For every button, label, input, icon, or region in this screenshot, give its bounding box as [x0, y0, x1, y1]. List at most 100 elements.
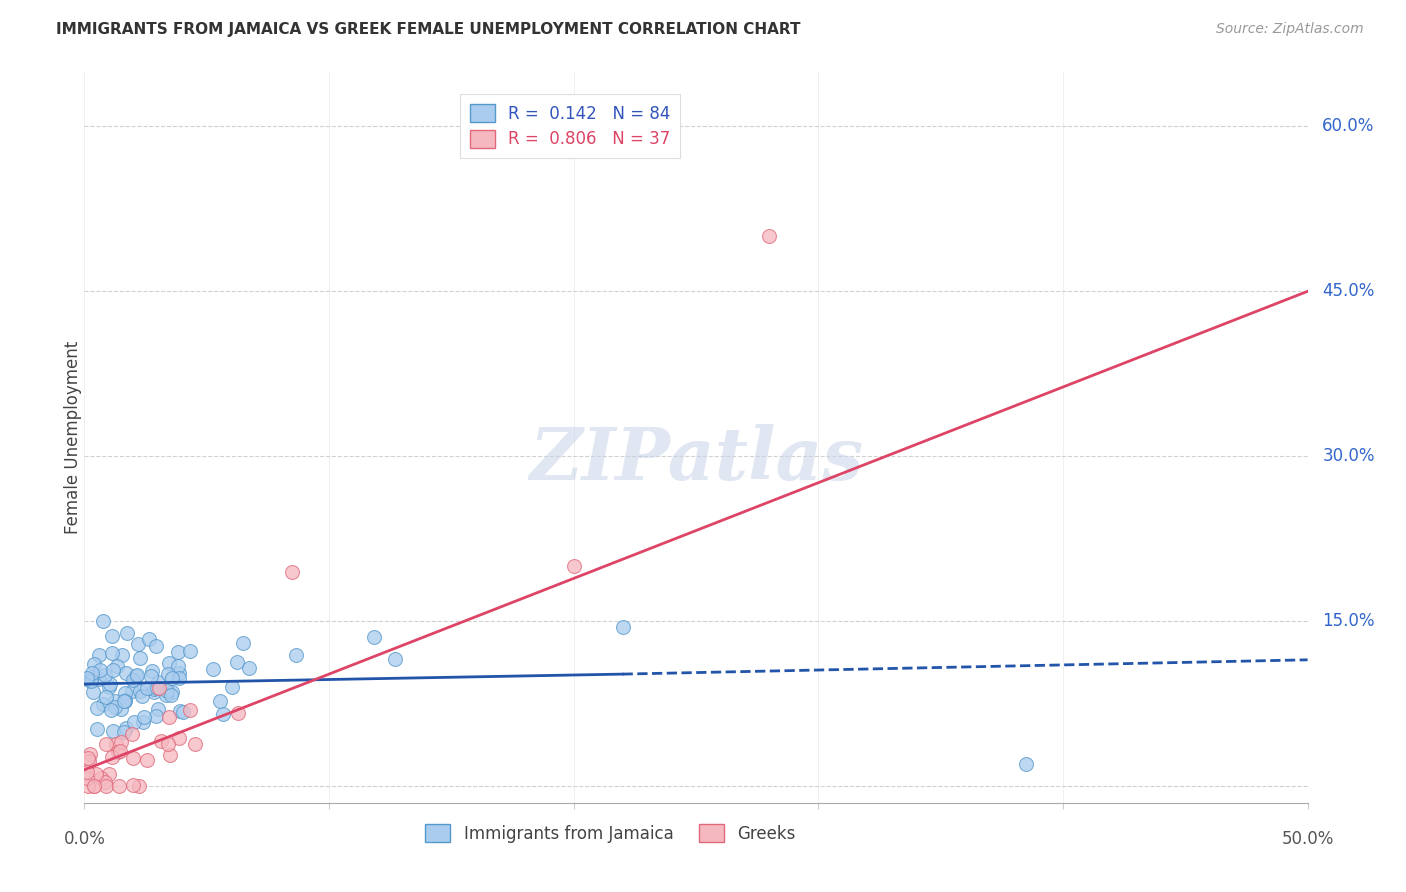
- Point: [104, 694, 127, 708]
- Legend: Immigrants from Jamaica, Greeks: Immigrants from Jamaica, Greeks: [419, 818, 801, 849]
- Text: ZIPatlas: ZIPatlas: [529, 424, 863, 494]
- Point: [101, 724, 124, 739]
- Point: [143, 681, 166, 696]
- Point: [112, 725, 135, 739]
- Point: [121, 779, 143, 793]
- Point: [167, 672, 190, 686]
- Point: [135, 681, 157, 695]
- Point: [101, 629, 124, 643]
- Point: [94, 690, 117, 704]
- Point: [105, 659, 128, 673]
- Point: [226, 706, 249, 721]
- Point: [155, 689, 177, 703]
- Point: [124, 669, 146, 683]
- Point: [87, 648, 110, 663]
- Point: [136, 753, 159, 767]
- Point: [159, 688, 181, 702]
- Point: [94, 668, 117, 682]
- Point: [77, 673, 100, 687]
- Point: [612, 620, 634, 634]
- Point: [112, 694, 135, 708]
- Point: [76, 671, 98, 685]
- Point: [83, 780, 105, 794]
- Text: 15.0%: 15.0%: [1322, 612, 1375, 631]
- Point: [142, 684, 165, 698]
- Point: [93, 614, 115, 628]
- Point: [79, 747, 101, 762]
- Point: [169, 704, 191, 718]
- Point: [83, 657, 105, 672]
- Point: [166, 644, 188, 658]
- Point: [91, 697, 114, 711]
- Point: [82, 685, 104, 699]
- Point: [97, 767, 120, 781]
- Point: [129, 650, 152, 665]
- Point: [148, 681, 170, 695]
- Point: [179, 703, 201, 717]
- Point: [101, 663, 124, 677]
- Point: [281, 565, 304, 579]
- Point: [125, 668, 148, 682]
- Point: [98, 680, 121, 694]
- Point: [145, 639, 167, 653]
- Point: [110, 702, 132, 716]
- Point: [77, 779, 100, 793]
- Point: [146, 681, 169, 696]
- Point: [107, 746, 129, 760]
- Point: [80, 665, 103, 680]
- Point: [86, 701, 108, 715]
- Point: [132, 710, 155, 724]
- Point: [232, 636, 254, 650]
- Text: IMMIGRANTS FROM JAMAICA VS GREEK FEMALE UNEMPLOYMENT CORRELATION CHART: IMMIGRANTS FROM JAMAICA VS GREEK FEMALE …: [56, 22, 801, 37]
- Text: Source: ZipAtlas.com: Source: ZipAtlas.com: [1216, 22, 1364, 37]
- Point: [157, 737, 180, 751]
- Point: [84, 766, 107, 780]
- Point: [212, 706, 235, 721]
- Text: 45.0%: 45.0%: [1322, 283, 1375, 301]
- Point: [139, 668, 162, 682]
- Point: [80, 673, 103, 687]
- Point: [77, 751, 100, 765]
- Point: [159, 710, 181, 724]
- Point: [110, 735, 132, 749]
- Point: [150, 734, 173, 748]
- Point: [184, 737, 207, 751]
- Point: [156, 683, 179, 698]
- Point: [94, 780, 117, 794]
- Text: 30.0%: 30.0%: [1322, 447, 1375, 466]
- Y-axis label: Female Unemployment: Female Unemployment: [65, 341, 82, 533]
- Point: [141, 664, 163, 678]
- Point: [157, 656, 180, 670]
- Point: [108, 744, 131, 758]
- Point: [124, 714, 146, 729]
- Point: [562, 559, 585, 574]
- Point: [129, 684, 152, 698]
- Point: [160, 685, 183, 699]
- Point: [83, 780, 105, 794]
- Point: [104, 737, 127, 751]
- Point: [138, 632, 160, 646]
- Point: [167, 665, 190, 680]
- Point: [115, 625, 138, 640]
- Point: [121, 727, 143, 741]
- Point: [167, 659, 190, 673]
- Point: [94, 737, 117, 751]
- Point: [93, 774, 115, 789]
- Point: [104, 700, 127, 714]
- Point: [167, 731, 190, 745]
- Point: [101, 646, 124, 660]
- Point: [145, 708, 167, 723]
- Point: [131, 690, 153, 704]
- Point: [121, 751, 143, 765]
- Point: [148, 701, 170, 715]
- Point: [238, 661, 260, 675]
- Point: [114, 694, 136, 708]
- Text: 60.0%: 60.0%: [1322, 118, 1375, 136]
- Point: [114, 686, 136, 700]
- Point: [108, 780, 131, 794]
- Point: [76, 772, 98, 786]
- Point: [146, 674, 169, 689]
- Point: [758, 229, 780, 244]
- Point: [226, 655, 249, 669]
- Point: [285, 648, 308, 662]
